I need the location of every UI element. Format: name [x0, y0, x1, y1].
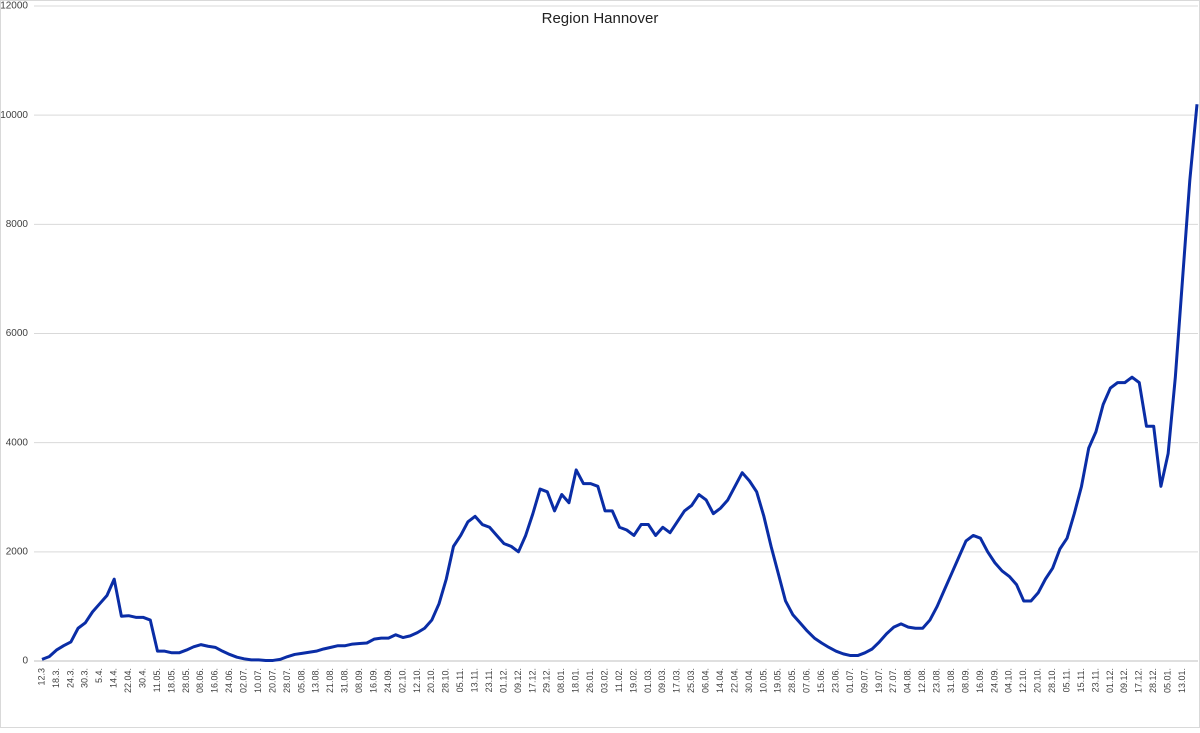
x-tick-label: 19.05.	[773, 668, 783, 693]
x-tick-label: 28.10.	[1047, 668, 1057, 693]
x-tick-label: 12.10.	[1018, 668, 1028, 693]
x-tick-label: 04.10.	[1004, 668, 1014, 693]
x-tick-label: 13.01.	[1177, 668, 1187, 693]
x-tick-label: 05.11.	[1061, 668, 1071, 692]
x-tick-label: 22.04.	[729, 668, 739, 693]
y-tick-label: 8000	[6, 219, 29, 230]
x-tick-label: 28.05.	[181, 668, 191, 693]
x-tick-label: 24.3.	[65, 668, 75, 688]
x-tick-label: 14.4.	[109, 668, 119, 688]
x-tick-label: 11.05.	[152, 668, 162, 692]
x-tick-label: 18.3.	[51, 668, 61, 688]
x-tick-label: 10.05.	[758, 668, 768, 693]
x-tick-label: 26.01.	[585, 668, 595, 693]
y-tick-label: 10000	[0, 110, 28, 121]
x-tick-label: 24.09.	[989, 668, 999, 693]
x-tick-label: 16.09.	[368, 668, 378, 693]
x-tick-label: 27.07.	[888, 668, 898, 693]
x-tick-label: 12.10.	[412, 668, 422, 693]
x-tick-label: 21.08.	[325, 668, 335, 693]
x-tick-label: 31.08.	[946, 668, 956, 693]
x-tick-label: 05.11.	[455, 668, 465, 692]
x-tick-label: 17.03.	[672, 668, 682, 693]
x-tick-label: 06.04.	[701, 668, 711, 693]
y-tick-label: 6000	[6, 328, 29, 339]
x-tick-label: 31.08.	[340, 668, 350, 693]
x-tick-label: 01.03.	[643, 668, 653, 693]
x-tick-label: 01.12.	[1105, 668, 1115, 693]
x-tick-label: 19.02.	[628, 668, 638, 693]
x-tick-label: 09.03.	[657, 668, 667, 693]
x-tick-label: 04.08.	[903, 668, 913, 693]
x-tick-label: 19.07.	[874, 668, 884, 693]
x-tick-label: 05.01.	[1163, 668, 1173, 693]
x-tick-label: 01.12.	[498, 668, 508, 693]
x-tick-label: 30.4.	[137, 668, 147, 688]
y-tick-label: 0	[22, 656, 28, 667]
x-tick-label: 13.08.	[311, 668, 321, 693]
x-tick-label: 08.09.	[960, 668, 970, 693]
x-tick-label: 01.07.	[845, 668, 855, 693]
x-tick-label: 5.4.	[94, 668, 104, 683]
x-tick-label: 15.06.	[816, 668, 826, 693]
y-tick-label: 4000	[6, 437, 29, 448]
x-tick-label: 14.04.	[715, 668, 725, 693]
x-tick-label: 22.04.	[123, 668, 133, 693]
x-tick-label: 05.08.	[296, 668, 306, 693]
x-tick-label: 18.01.	[571, 668, 581, 693]
x-tick-label: 11.02.	[614, 668, 624, 692]
x-tick-label: 23.11.	[1090, 668, 1100, 692]
x-tick-label: 28.10.	[441, 668, 451, 693]
chart-title: Region Hannover	[542, 10, 659, 27]
x-tick-label: 07.06.	[802, 668, 812, 693]
x-tick-label: 23.08.	[932, 668, 942, 693]
x-tick-label: 16.09.	[975, 668, 985, 693]
x-tick-label: 20.07.	[267, 668, 277, 693]
x-tick-label: 08.09.	[354, 668, 364, 693]
x-tick-label: 12.3	[36, 668, 46, 686]
data-line	[41, 104, 1199, 662]
y-tick-label: 2000	[6, 546, 29, 557]
x-tick-label: 25.03.	[686, 668, 696, 693]
x-tick-label: 24.09.	[383, 668, 393, 693]
x-tick-label: 20.10.	[426, 668, 436, 693]
x-tick-label: 13.11.	[470, 668, 480, 692]
x-tick-label: 24.06.	[224, 668, 234, 693]
x-tick-label: 28.07.	[282, 668, 292, 693]
x-tick-label: 12.08.	[917, 668, 927, 693]
x-tick-label: 29.12.	[542, 668, 552, 693]
x-tick-label: 28.05.	[787, 668, 797, 693]
x-tick-label: 08.06.	[195, 668, 205, 693]
x-tick-label: 17.12.	[527, 668, 537, 693]
x-tick-label: 20.10.	[1033, 668, 1043, 693]
x-tick-label: 23.06.	[830, 668, 840, 693]
x-tick-label: 30.04.	[744, 668, 754, 693]
x-tick-label: 17.12.	[1134, 668, 1144, 693]
x-tick-label: 15.11.	[1076, 668, 1086, 692]
x-tick-label: 09.07.	[859, 668, 869, 693]
x-tick-label: 28.12.	[1148, 668, 1158, 693]
x-tick-label: 02.07.	[239, 668, 249, 693]
x-tick-label: 03.02.	[599, 668, 609, 693]
x-tick-label: 16.06.	[210, 668, 220, 693]
x-tick-label: 23.11.	[484, 668, 494, 692]
y-tick-label: 12000	[0, 1, 28, 12]
x-tick-label: 02.10.	[397, 668, 407, 693]
x-tick-label: 09.12.	[513, 668, 523, 693]
x-tick-label: 09.12.	[1119, 668, 1129, 693]
x-tick-label: 30.3.	[80, 668, 90, 688]
x-tick-label: 18.05.	[166, 668, 176, 693]
x-tick-label: 10.07.	[253, 668, 263, 693]
x-tick-label: 08.01.	[556, 668, 566, 693]
